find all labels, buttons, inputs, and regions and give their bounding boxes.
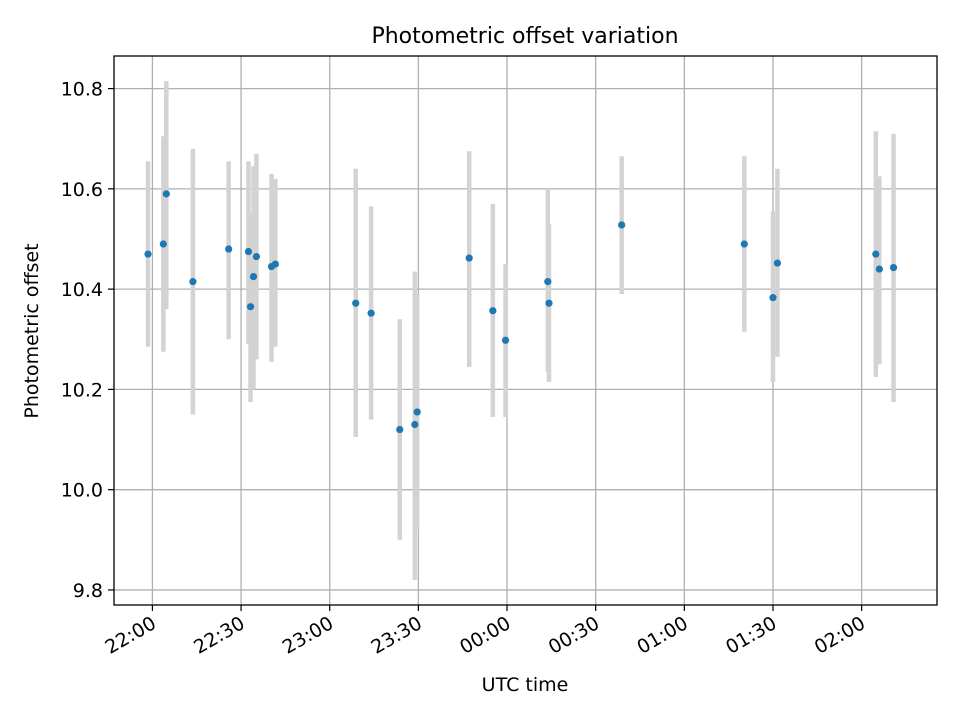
data-point: [501, 336, 510, 344]
data-point: [872, 250, 880, 258]
data-point: [875, 265, 883, 273]
x-axis-label: UTC time: [482, 674, 569, 696]
data-point: [773, 259, 782, 267]
x-tick-label: 00:00: [456, 612, 514, 658]
x-axis-ticks: 22:00 22:30 23:00 23:30 00:00 00:30 01:00 01:30…: [101, 605, 869, 659]
data-point: [252, 252, 261, 261]
data-point: [189, 278, 197, 286]
data-point: [144, 250, 152, 258]
data-point: [244, 247, 253, 256]
x-tick-label: 22:00: [101, 612, 159, 658]
y-tick-label: 10.2: [61, 379, 103, 401]
data-points: [144, 190, 898, 434]
x-tick-label: 01:30: [722, 612, 780, 658]
errorbars: [145, 81, 896, 580]
x-tick-label: 23:00: [279, 612, 337, 658]
y-tick-label: 10.6: [61, 179, 103, 201]
data-point: [271, 260, 279, 268]
data-point: [489, 307, 497, 315]
data-point: [246, 303, 255, 311]
y-tick-label: 9.8: [73, 580, 103, 602]
data-point: [367, 309, 375, 317]
y-tick-label: 10.4: [61, 279, 103, 301]
data-point: [396, 425, 404, 434]
data-point: [225, 245, 233, 253]
y-axis-ticks: 9.8 10.0 10.2 10.4 10.6 10.8: [61, 79, 114, 602]
data-point: [618, 221, 626, 229]
x-tick-label: 22:30: [190, 612, 248, 658]
x-tick-label: 01:00: [633, 612, 691, 658]
data-point: [249, 273, 258, 281]
plot-frame: [113, 55, 938, 606]
data-point: [413, 408, 421, 416]
y-axis-label: Photometric offset: [21, 243, 43, 418]
data-point: [544, 278, 552, 286]
x-tick-label: 23:30: [367, 612, 425, 658]
chart-title: Photometric offset variation: [371, 24, 678, 49]
data-point: [352, 299, 360, 307]
data-point: [411, 420, 419, 429]
x-tick-label: 02:00: [811, 612, 869, 658]
grid: [114, 56, 937, 605]
y-tick-label: 10.0: [61, 480, 103, 502]
data-point: [740, 240, 748, 248]
y-tick-label: 10.8: [61, 79, 103, 101]
data-point: [545, 299, 553, 307]
data-point: [769, 294, 777, 302]
data-point: [162, 190, 170, 198]
data-point: [889, 263, 898, 272]
data-point: [159, 240, 167, 248]
x-tick-label: 00:30: [545, 612, 603, 658]
data-point: [465, 254, 473, 262]
